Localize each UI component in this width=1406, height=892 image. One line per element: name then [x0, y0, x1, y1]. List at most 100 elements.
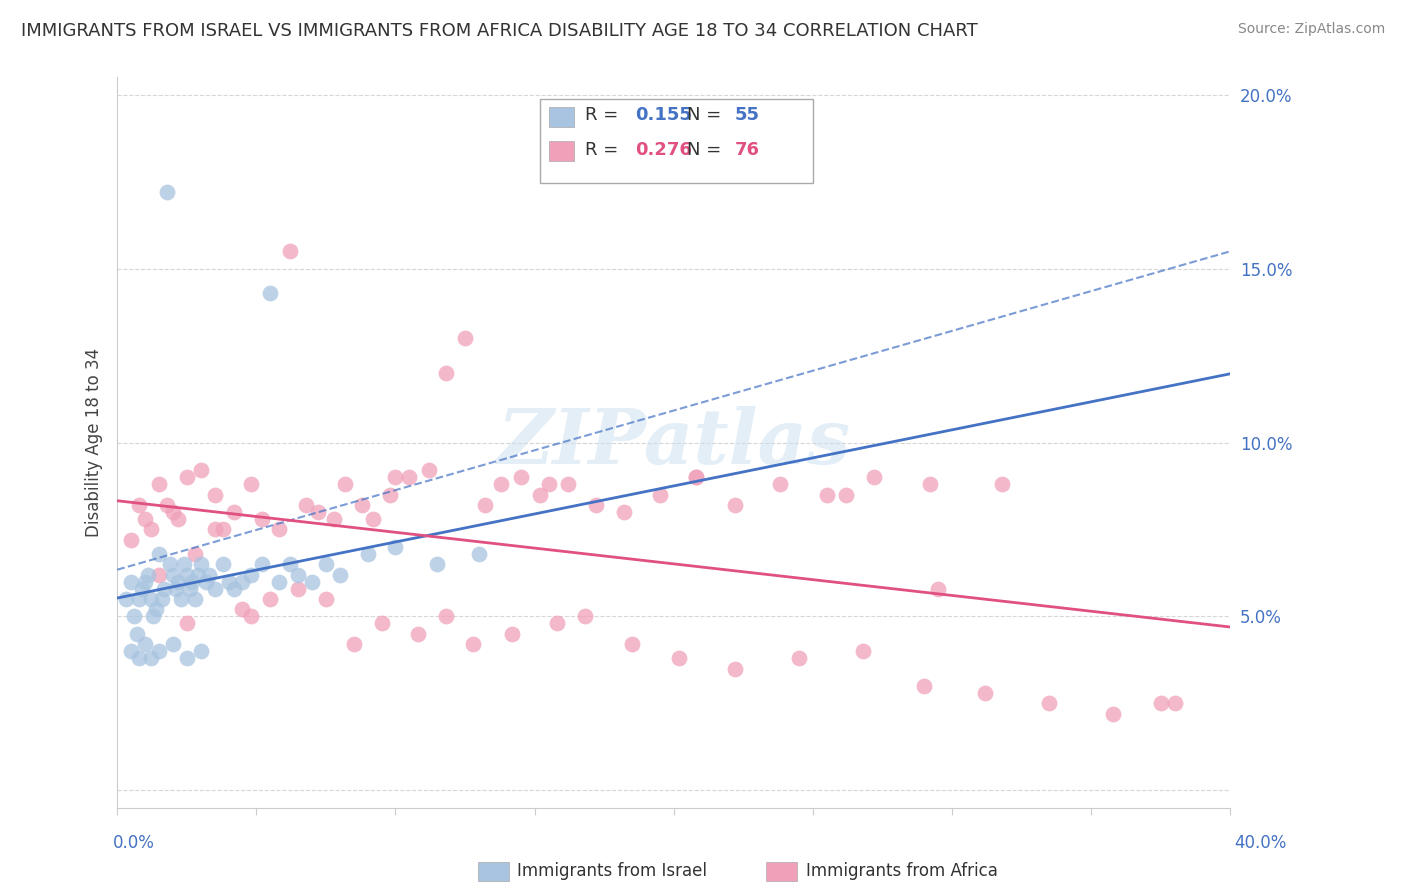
Point	[148, 547, 170, 561]
Point	[370, 616, 392, 631]
Text: 55: 55	[735, 106, 761, 124]
Point	[267, 574, 290, 589]
Text: N =: N =	[688, 142, 727, 160]
Point	[648, 488, 671, 502]
Point	[724, 498, 747, 512]
Point	[162, 505, 184, 519]
Point	[501, 626, 523, 640]
Point	[307, 505, 329, 519]
Point	[927, 582, 949, 596]
FancyBboxPatch shape	[550, 141, 574, 161]
Point	[176, 567, 198, 582]
Point	[239, 477, 262, 491]
Point	[529, 488, 551, 502]
Point	[170, 592, 193, 607]
Point	[668, 651, 690, 665]
Point	[918, 477, 941, 491]
Point	[406, 626, 429, 640]
Point	[621, 637, 644, 651]
Point	[176, 470, 198, 484]
Point	[190, 558, 212, 572]
FancyBboxPatch shape	[540, 99, 813, 184]
Point	[329, 567, 352, 582]
Point	[250, 558, 273, 572]
Point	[768, 477, 790, 491]
Point	[835, 488, 858, 502]
Point	[974, 686, 997, 700]
Point	[212, 558, 235, 572]
Point	[335, 477, 357, 491]
Point	[434, 366, 457, 380]
Point	[912, 679, 935, 693]
Point	[685, 470, 707, 484]
Point	[184, 547, 207, 561]
Point	[315, 592, 337, 607]
Point	[128, 498, 150, 512]
Point	[585, 498, 607, 512]
Point	[474, 498, 496, 512]
Point	[212, 523, 235, 537]
Point	[148, 644, 170, 658]
Point	[153, 582, 176, 596]
Point	[187, 567, 209, 582]
Point	[546, 616, 568, 631]
Point	[204, 488, 226, 502]
Point	[184, 592, 207, 607]
Point	[378, 488, 401, 502]
Point	[418, 463, 440, 477]
Point	[250, 512, 273, 526]
Point	[287, 582, 309, 596]
Text: R =: R =	[585, 142, 624, 160]
Point	[356, 547, 378, 561]
Point	[267, 523, 290, 537]
Text: IMMIGRANTS FROM ISRAEL VS IMMIGRANTS FROM AFRICA DISABILITY AGE 18 TO 34 CORRELA: IMMIGRANTS FROM ISRAEL VS IMMIGRANTS FRO…	[21, 22, 977, 40]
Point	[454, 331, 477, 345]
Point	[278, 244, 301, 259]
Point	[162, 567, 184, 582]
Point	[134, 574, 156, 589]
Point	[991, 477, 1014, 491]
Point	[259, 285, 281, 300]
Point	[787, 651, 810, 665]
Text: 76: 76	[735, 142, 761, 160]
Point	[114, 592, 136, 607]
Point	[162, 637, 184, 651]
Point	[463, 637, 485, 651]
Point	[150, 592, 173, 607]
Point	[343, 637, 366, 651]
Point	[574, 609, 596, 624]
Point	[190, 463, 212, 477]
Point	[139, 651, 162, 665]
Point	[218, 574, 240, 589]
Point	[159, 558, 181, 572]
Point	[685, 470, 707, 484]
Point	[156, 498, 179, 512]
Point	[139, 592, 162, 607]
Text: 0.155: 0.155	[636, 106, 692, 124]
Text: ZIPatlas: ZIPatlas	[498, 406, 851, 480]
Point	[301, 574, 323, 589]
Y-axis label: Disability Age 18 to 34: Disability Age 18 to 34	[86, 348, 103, 537]
Text: R =: R =	[585, 106, 624, 124]
Point	[863, 470, 886, 484]
Point	[724, 661, 747, 675]
Point	[176, 616, 198, 631]
Point	[134, 637, 156, 651]
Point	[426, 558, 449, 572]
Text: 40.0%: 40.0%	[1234, 834, 1286, 852]
Point	[323, 512, 346, 526]
Point	[167, 574, 190, 589]
Point	[145, 602, 167, 616]
Point	[179, 582, 201, 596]
Point	[315, 558, 337, 572]
Point	[815, 488, 838, 502]
Point	[352, 498, 374, 512]
Point	[231, 574, 253, 589]
Point	[120, 644, 142, 658]
FancyBboxPatch shape	[550, 107, 574, 127]
Point	[239, 567, 262, 582]
Point	[122, 609, 145, 624]
Point	[136, 567, 159, 582]
Point	[134, 512, 156, 526]
Point	[156, 185, 179, 199]
